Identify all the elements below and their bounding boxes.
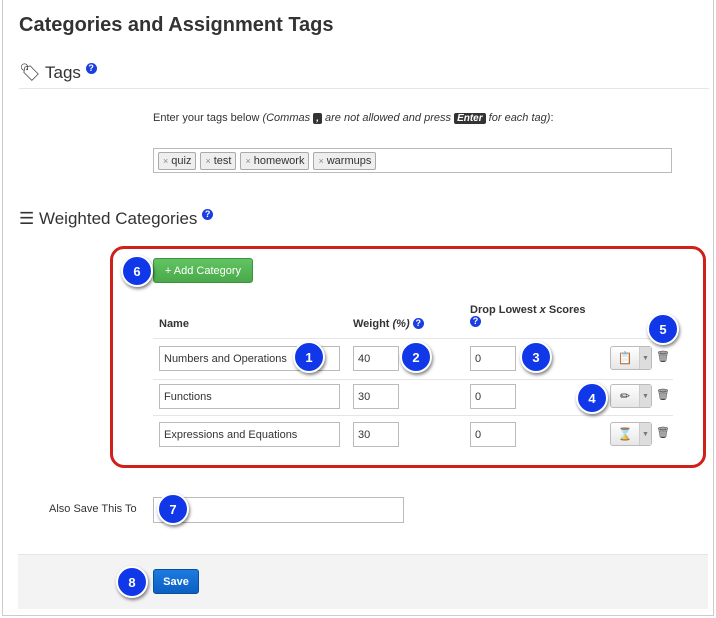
tag-chip: × quiz [158, 151, 197, 170]
category-name-input[interactable]: Functions [159, 384, 340, 409]
tags-input[interactable]: × quiz × test × homework × warmups [153, 148, 672, 173]
divider [19, 88, 709, 89]
chevron-down-icon: ▼ [639, 347, 651, 369]
also-save-input[interactable] [153, 497, 404, 523]
category-drop-input[interactable]: 0 [470, 384, 516, 409]
tag-chip: × warmups [313, 151, 377, 170]
help-icon[interactable]: ? [470, 316, 481, 327]
remove-tag-icon[interactable]: × [205, 155, 211, 166]
callout-badge-8: 8 [116, 566, 148, 598]
header-name: Name [159, 318, 189, 330]
callout-badge-4: 4 [576, 382, 608, 414]
chevron-down-icon: ▼ [639, 385, 651, 407]
category-icon-dropdown[interactable]: ✏ ▼ [610, 384, 652, 408]
category-weight-input[interactable]: 30 [353, 422, 399, 447]
trash-icon[interactable]: 🗑 [656, 351, 670, 363]
header-weight: Weight (%) ? [353, 318, 424, 330]
callout-badge-5: 5 [647, 313, 679, 345]
divider [153, 379, 673, 380]
tag-icon: 🏷 [19, 63, 41, 82]
category-name-input[interactable]: Expressions and Equations [159, 422, 340, 447]
category-drop-input[interactable]: 0 [470, 422, 516, 447]
clipboard-icon: 📋 [617, 351, 633, 365]
category-icon-dropdown[interactable]: ⌛ ▼ [610, 422, 652, 446]
help-icon[interactable]: ? [202, 209, 214, 220]
tags-heading: 🏷 Tags ? [19, 63, 97, 83]
callout-badge-7: 7 [157, 493, 189, 525]
hourglass-icon: ⌛ [617, 427, 633, 441]
callout-badge-2: 2 [400, 341, 432, 373]
divider [153, 338, 673, 339]
trash-icon[interactable]: 🗑 [656, 389, 670, 401]
divider [153, 415, 673, 416]
pencil-icon: ✏ [619, 389, 631, 403]
trash-icon[interactable]: 🗑 [656, 427, 670, 439]
callout-badge-6: 6 [121, 255, 153, 287]
tag-chip: × homework [240, 151, 310, 170]
category-weight-input[interactable]: 40 [353, 346, 399, 371]
add-category-button[interactable]: + Add Category [153, 258, 253, 283]
chevron-down-icon: ▼ [639, 423, 651, 445]
tags-instructions: Enter your tags below (Commas , are not … [153, 112, 554, 124]
highlight-box [110, 246, 706, 468]
category-icon-dropdown[interactable]: 📋 ▼ [610, 346, 652, 370]
list-icon: ☰ [19, 209, 35, 228]
callout-badge-3: 3 [520, 341, 552, 373]
tag-chip: × test [200, 151, 237, 170]
callout-badge-1: 1 [293, 341, 325, 373]
category-drop-input[interactable]: 0 [470, 346, 516, 371]
save-button[interactable]: Save [153, 569, 199, 594]
weighted-heading: ☰ Weighted Categories ? [19, 209, 214, 229]
remove-tag-icon[interactable]: × [163, 155, 169, 166]
remove-tag-icon[interactable]: × [245, 155, 251, 166]
help-icon[interactable]: ? [412, 318, 424, 329]
header-drop-lowest: Drop Lowest x Scores? [470, 304, 586, 327]
also-save-label: Also Save This To [49, 503, 137, 515]
page-title: Categories and Assignment Tags [19, 14, 334, 36]
category-weight-input[interactable]: 30 [353, 384, 399, 409]
help-icon[interactable]: ? [85, 63, 97, 74]
remove-tag-icon[interactable]: × [318, 155, 324, 166]
